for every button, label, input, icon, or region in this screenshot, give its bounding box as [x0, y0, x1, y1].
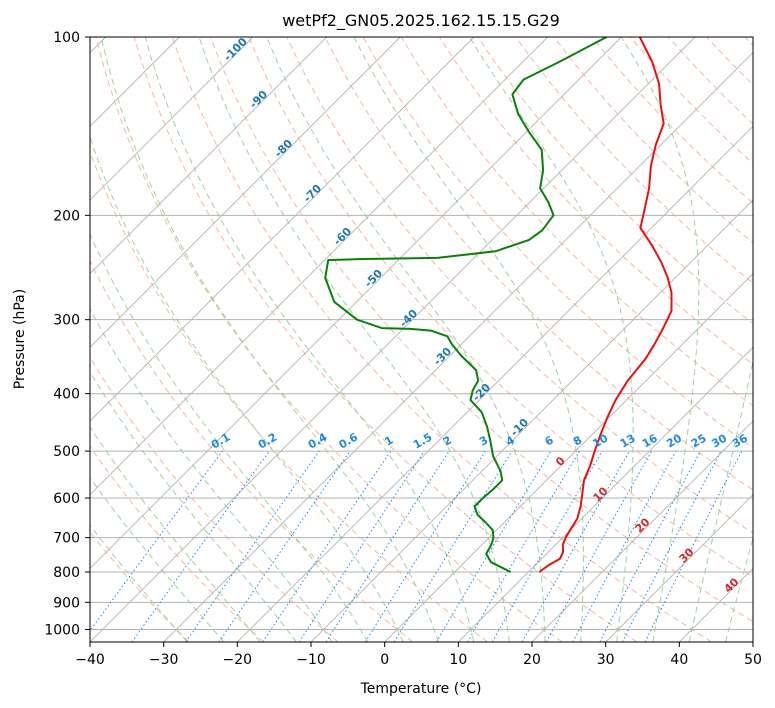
- isotherm-line: [163, 52, 753, 642]
- isotherm-line: [237, 125, 753, 642]
- moist-adiabat-line: [620, 37, 700, 642]
- plot-frame: [89, 36, 754, 643]
- mixing-ratio-line: [262, 450, 392, 642]
- moist-adiabat-line: [725, 536, 753, 642]
- isotherm-line: [90, 37, 327, 275]
- mixing-ratio-line: [131, 450, 270, 642]
- y-tick-label: 900: [53, 595, 80, 611]
- isotherm-line: [90, 37, 548, 496]
- moist-adiabat-line: [198, 37, 510, 642]
- dry-adiabat-line: [248, 37, 753, 578]
- y-tick-label: 300: [53, 313, 80, 329]
- moist-adiabat-line: [266, 37, 546, 642]
- moist-adiabat-line: [90, 232, 369, 642]
- chart-title: wetPf2_GN05.2025.162.15.15.G29: [282, 11, 560, 31]
- dry-adiabat-line: [90, 259, 414, 642]
- isotherm-line: [90, 37, 254, 201]
- mixing-ratio-line: [185, 450, 320, 642]
- mixing-ratio-line: [521, 450, 630, 642]
- isotherm-line: [531, 420, 753, 642]
- moist-adiabat-line: [90, 476, 225, 642]
- dry-adiabat-line: [90, 356, 339, 642]
- y-tick-label: 1000: [44, 622, 80, 638]
- x-tick-label: 10: [449, 652, 467, 668]
- dry-adiabat-line: [133, 37, 638, 642]
- y-tick-label: 700: [53, 531, 80, 547]
- moist-adiabat-line: [90, 426, 261, 642]
- moist-adiabat-line: [688, 358, 753, 642]
- dewpoint-profile: [324, 37, 608, 573]
- x-tick-label: 50: [744, 652, 762, 668]
- y-tick-label: 400: [53, 387, 80, 403]
- x-tick-label: 0: [380, 652, 389, 668]
- dry-adiabat-line: [171, 37, 712, 642]
- moist-adiabat-line: [90, 135, 404, 642]
- x-tick-label: −30: [149, 652, 179, 668]
- moist-adiabat-line: [100, 37, 439, 642]
- y-tick-label: 100: [53, 30, 80, 46]
- mixing-ratio-line: [393, 450, 513, 642]
- isotherm-line: [458, 346, 753, 642]
- isotherm-line: [90, 37, 696, 642]
- mixing-ratio-line: [218, 450, 351, 642]
- mixing-ratio-line: [545, 450, 653, 642]
- moist-adiabat-line: [144, 37, 475, 642]
- x-tick-label: −10: [296, 652, 326, 668]
- x-axis-label: Temperature (°C): [360, 681, 482, 697]
- y-tick-label: 200: [53, 208, 80, 224]
- moist-adiabat-line: [90, 524, 188, 642]
- dry-adiabat-line: [95, 37, 563, 642]
- y-tick-label: 600: [53, 491, 80, 507]
- mixing-ratio-line: [644, 450, 743, 642]
- isotherm-line: [605, 494, 753, 642]
- isotherm-line: [384, 273, 753, 642]
- dry-adiabat-line: [324, 37, 753, 491]
- dry-adiabat-line: [90, 445, 264, 642]
- x-tick-label: −40: [75, 652, 105, 668]
- mixing-ratio-line: [572, 450, 677, 642]
- isotherm-line: [90, 37, 401, 348]
- mixing-ratio-line: [90, 450, 223, 632]
- y-axis-label: Pressure (hPa): [12, 289, 28, 389]
- temperature-profile: [538, 37, 673, 573]
- mixing-ratio-line: [325, 450, 450, 642]
- x-tick-label: 30: [597, 652, 615, 668]
- moist-adiabat-line: [90, 308, 333, 642]
- x-tick-label: 20: [523, 652, 541, 668]
- dry-adiabat-line: [210, 37, 753, 623]
- moist-adiabat-line: [353, 37, 584, 642]
- isotherm-line: [90, 37, 475, 422]
- x-tick-label: 40: [670, 652, 688, 668]
- dry-adiabat-line: [286, 37, 753, 534]
- y-tick-label: 800: [53, 565, 80, 581]
- moist-adiabat-line: [90, 370, 297, 642]
- x-tick-label: −20: [223, 652, 253, 668]
- isotherm-line: [90, 37, 622, 569]
- y-tick-label: 500: [53, 444, 80, 460]
- mixing-ratio-line: [298, 450, 425, 642]
- dry-adiabat-line: [515, 37, 753, 284]
